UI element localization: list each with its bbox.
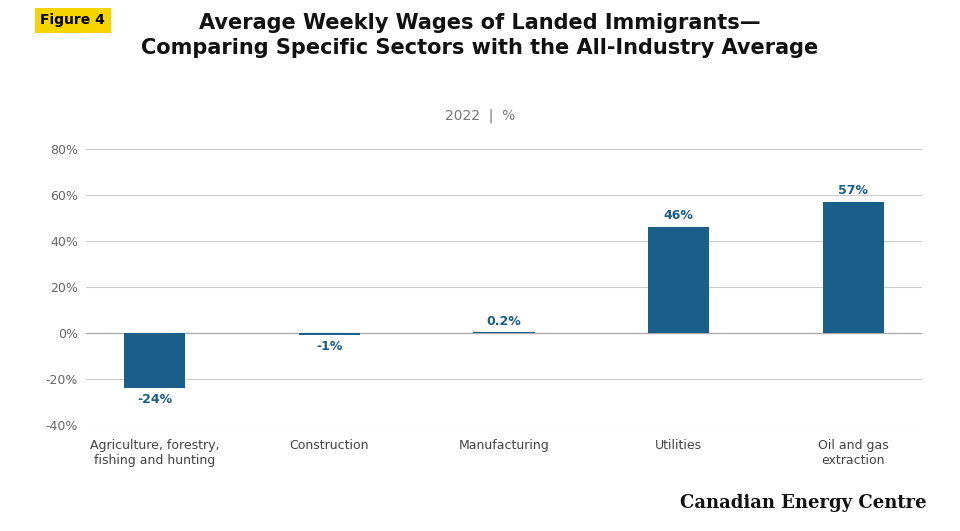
Text: -24%: -24% <box>137 392 173 406</box>
Text: 2022  |  %: 2022 | % <box>444 109 516 123</box>
Text: 0.2%: 0.2% <box>487 315 521 328</box>
Text: Average Weekly Wages of Landed Immigrants—
Comparing Specific Sectors with the A: Average Weekly Wages of Landed Immigrant… <box>141 13 819 58</box>
Bar <box>125 333 185 388</box>
Text: 46%: 46% <box>663 209 693 222</box>
Bar <box>648 227 709 333</box>
Bar <box>299 333 360 335</box>
Text: -1%: -1% <box>316 340 343 353</box>
Bar <box>823 202 883 333</box>
Text: Figure 4: Figure 4 <box>40 13 106 27</box>
Text: 57%: 57% <box>838 184 868 197</box>
Text: Canadian Energy Centre: Canadian Energy Centre <box>680 494 926 512</box>
